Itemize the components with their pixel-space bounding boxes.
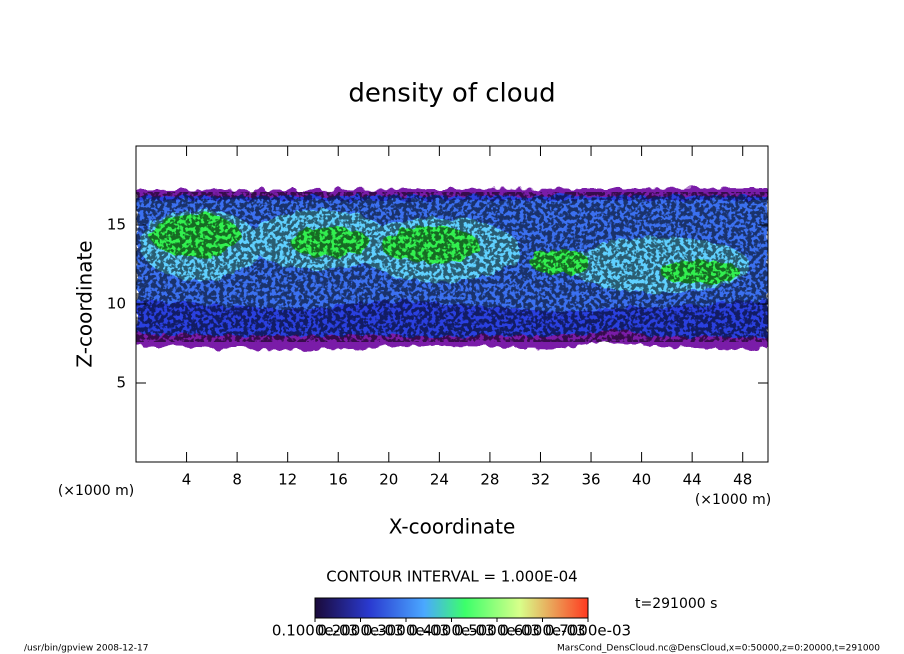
colorbar-tick-label: 0.5000e-03: [454, 622, 540, 640]
cloud-field: [136, 188, 768, 350]
colorbar-tick-label: 0.4000e-03: [408, 622, 494, 640]
footer-left: /usr/bin/gpview 2008-12-17: [24, 644, 148, 654]
colorbar-tick-label: 0.6000e-03: [499, 622, 585, 640]
x-tick-label: 32: [531, 471, 550, 489]
time-label: t=291000 s: [635, 596, 717, 612]
x-tick-label: 20: [379, 471, 398, 489]
y-tick-label: 15: [107, 216, 126, 234]
colorbar-tick-label: 0.3000e-03: [363, 622, 449, 640]
colorbar: [314, 597, 589, 619]
contour-lines: [136, 192, 768, 342]
x-axis-label: X-coordinate: [389, 515, 516, 539]
y-tick-label: 10: [107, 295, 126, 313]
x-tick-label: 36: [581, 471, 600, 489]
footer-right: MarsCond_DensCloud.nc@DensCloud,x=0:5000…: [557, 644, 880, 654]
colorbar-tick-label: 0.2000e-03: [317, 622, 403, 640]
x-tick-label: 24: [430, 471, 449, 489]
y-unit: (×1000 m): [58, 483, 134, 499]
x-tick-label: 16: [329, 471, 348, 489]
x-tick-label: 44: [683, 471, 702, 489]
colorbar-tick-label: 0.7000e-03: [545, 622, 631, 640]
colorbar-tick-label: 0.1000e-03: [272, 622, 358, 640]
y-tick-label: 5: [116, 374, 126, 392]
x-tick-label: 4: [182, 471, 192, 489]
x-tick-label: 8: [232, 471, 242, 489]
x-tick-label: 48: [733, 471, 752, 489]
x-tick-label: 40: [632, 471, 651, 489]
x-tick-label: 12: [278, 471, 297, 489]
chart-title: density of cloud: [348, 79, 555, 109]
y-axis-label: Z-coordinate: [73, 240, 97, 367]
contour-interval: CONTOUR INTERVAL = 1.000E-04: [326, 568, 577, 586]
x-unit: (×1000 m): [695, 492, 771, 508]
x-tick-label: 28: [480, 471, 499, 489]
